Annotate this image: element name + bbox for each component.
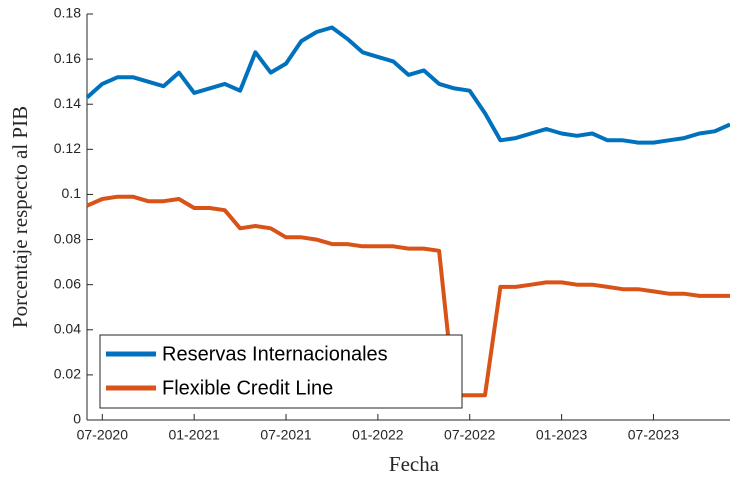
x-tick-label: 07-2020	[77, 427, 129, 443]
y-tick-label: 0.06	[54, 275, 81, 291]
y-tick-label: 0.12	[54, 140, 81, 156]
line-series	[86, 194, 730, 398]
legend-box	[99, 334, 463, 409]
x-tick-label: 01-2023	[536, 427, 588, 443]
y-tick-label: 0.08	[54, 230, 81, 246]
legend-label: Reservas Internacionales	[162, 343, 388, 365]
y-tick-label: 0	[73, 411, 81, 427]
x-axis-label: Fecha	[389, 452, 440, 476]
y-tick-label: 0.14	[54, 95, 81, 111]
y-tick-label: 0.16	[54, 50, 81, 66]
y-tick-label: 0.18	[54, 5, 81, 21]
y-axis-label: Porcentaje respecto al PIB	[8, 106, 32, 328]
x-tick-label: 07-2023	[628, 427, 680, 443]
y-tick-label: 0.04	[54, 320, 81, 336]
x-tick-label: 01-2022	[352, 427, 404, 443]
y-tick-label: 0.02	[54, 366, 81, 382]
x-tick-label: 07-2022	[444, 427, 496, 443]
line-series	[85, 25, 730, 145]
x-tick-label: 07-2021	[260, 427, 312, 443]
y-tick-label: 0.1	[62, 185, 82, 201]
legend-label: Flexible Credit Line	[162, 377, 333, 399]
x-tick-label: 01-2021	[168, 427, 220, 443]
